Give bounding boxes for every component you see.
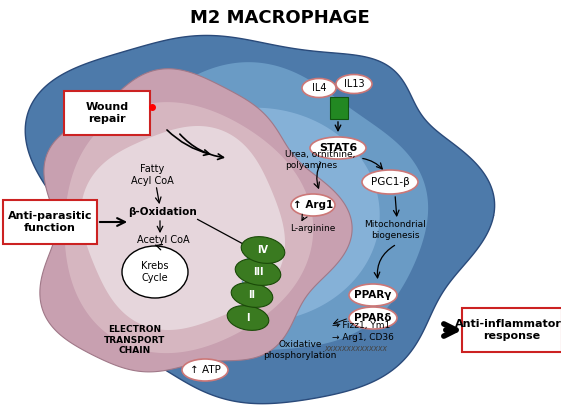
Text: ELECTRON
TRANSPORT
CHAIN: ELECTRON TRANSPORT CHAIN xyxy=(104,325,165,355)
Text: IL13: IL13 xyxy=(344,79,364,89)
Text: xxxxxxxxxxxxxx: xxxxxxxxxxxxxx xyxy=(324,344,387,352)
Text: → Arg1, CD36: → Arg1, CD36 xyxy=(332,332,394,342)
Text: Wound
repair: Wound repair xyxy=(85,102,128,124)
Text: Mitochondrial
biogenesis: Mitochondrial biogenesis xyxy=(364,220,426,240)
Text: Oxidative
phosphorylation: Oxidative phosphorylation xyxy=(263,340,337,360)
Polygon shape xyxy=(130,108,380,322)
Text: PPARγ: PPARγ xyxy=(355,290,392,300)
Ellipse shape xyxy=(231,283,273,308)
Text: Fatty
Acyl CoA: Fatty Acyl CoA xyxy=(131,164,173,186)
Ellipse shape xyxy=(302,78,336,98)
Text: STAT6: STAT6 xyxy=(319,143,357,153)
Ellipse shape xyxy=(362,170,418,194)
Text: ↑ ATP: ↑ ATP xyxy=(190,365,220,375)
Polygon shape xyxy=(25,35,495,404)
Text: β-Oxidation: β-Oxidation xyxy=(128,207,197,217)
Polygon shape xyxy=(65,102,313,353)
Ellipse shape xyxy=(182,359,228,381)
Ellipse shape xyxy=(349,284,397,306)
Polygon shape xyxy=(92,62,428,353)
FancyBboxPatch shape xyxy=(64,91,150,135)
Text: I: I xyxy=(246,313,250,323)
Text: ↑ Arg1: ↑ Arg1 xyxy=(293,200,333,210)
Ellipse shape xyxy=(349,307,397,329)
Text: Anti-inflammatory
response: Anti-inflammatory response xyxy=(455,319,561,341)
Text: II: II xyxy=(249,290,255,300)
Ellipse shape xyxy=(235,259,280,286)
Text: Anti-parasitic
function: Anti-parasitic function xyxy=(8,211,92,233)
Text: Urea, ornithine,
polyamines: Urea, ornithine, polyamines xyxy=(285,150,355,170)
Ellipse shape xyxy=(122,246,188,298)
Text: → Fizz1, Ym1: → Fizz1, Ym1 xyxy=(332,320,390,330)
Ellipse shape xyxy=(241,237,285,264)
Text: PPARδ: PPARδ xyxy=(354,313,392,323)
Text: IL4: IL4 xyxy=(312,83,327,93)
Text: Krebs
Cycle: Krebs Cycle xyxy=(141,261,169,283)
Text: L-arginine: L-arginine xyxy=(290,224,335,232)
Text: M2 MACROPHAGE: M2 MACROPHAGE xyxy=(190,9,370,27)
Ellipse shape xyxy=(310,137,366,159)
Text: Acetyl CoA: Acetyl CoA xyxy=(137,235,189,245)
Polygon shape xyxy=(40,69,352,372)
Bar xyxy=(330,97,348,119)
Text: III: III xyxy=(253,267,263,277)
Text: IV: IV xyxy=(257,245,269,255)
Ellipse shape xyxy=(227,305,269,330)
FancyBboxPatch shape xyxy=(462,308,561,352)
FancyBboxPatch shape xyxy=(3,200,97,244)
Polygon shape xyxy=(81,126,285,330)
Text: PGC1-β: PGC1-β xyxy=(371,177,410,187)
Ellipse shape xyxy=(291,194,335,216)
Ellipse shape xyxy=(336,75,372,93)
